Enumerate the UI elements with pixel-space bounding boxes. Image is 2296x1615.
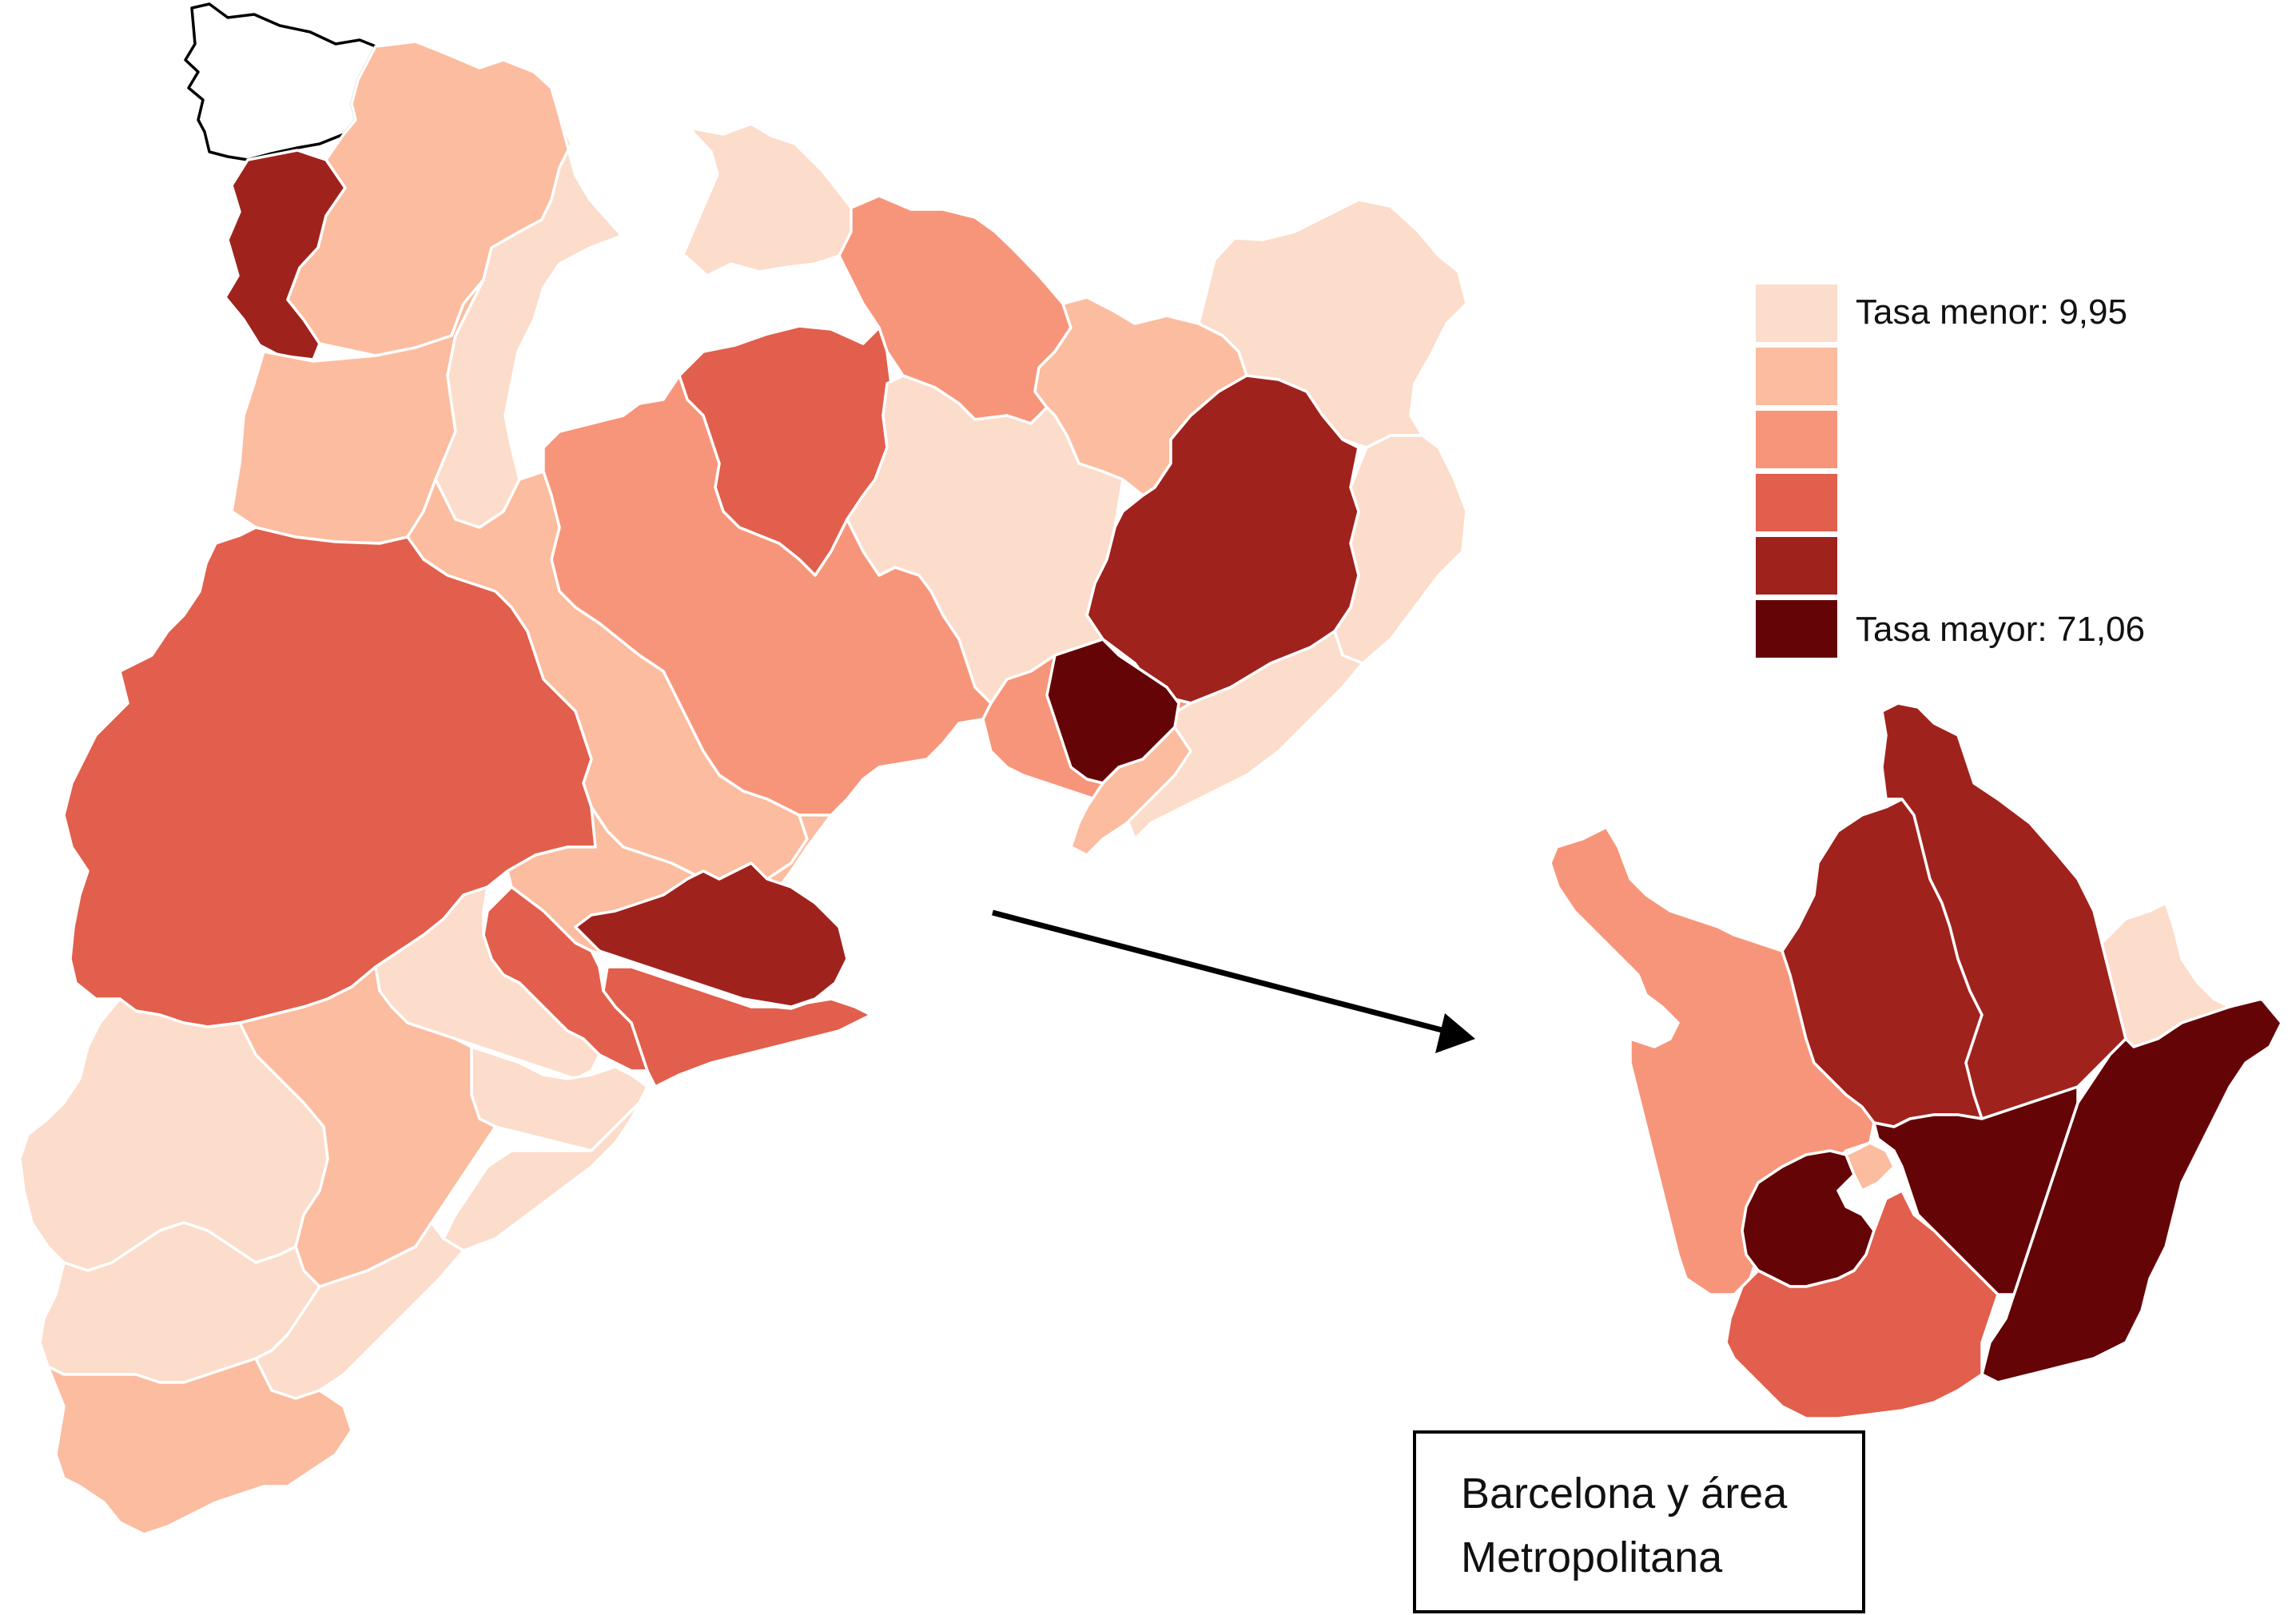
inset-caption: Barcelona y área Metropolitana bbox=[1413, 1430, 1865, 1613]
legend-min-label: Tasa menor: 9,95 bbox=[1856, 292, 2127, 332]
region-baix-ebre bbox=[254, 1221, 465, 1400]
region-metro-center bbox=[1872, 1085, 2079, 1296]
legend-swatch-6 bbox=[1754, 599, 1839, 659]
legend-swatch-4 bbox=[1754, 472, 1839, 533]
region-maresme-sud bbox=[1069, 726, 1192, 857]
legend-swatch-5 bbox=[1754, 535, 1839, 596]
legend-swatch-1 bbox=[1754, 283, 1839, 344]
arrow-head bbox=[1435, 1013, 1475, 1053]
arrow-shaft bbox=[992, 909, 1446, 1034]
legend-max-label: Tasa mayor: 71,06 bbox=[1856, 610, 2145, 649]
zoom-arrow bbox=[992, 909, 1475, 1053]
inset-caption-line2: Metropolitana bbox=[1461, 1533, 1723, 1581]
inset-caption-line1: Barcelona y área bbox=[1461, 1470, 1788, 1518]
region-tarragones bbox=[442, 1085, 649, 1252]
catalonia-map bbox=[18, 2, 1468, 1536]
legend-swatch-2 bbox=[1754, 346, 1839, 407]
region-metro-small bbox=[1844, 1141, 1896, 1192]
inset-caption-box bbox=[1413, 1430, 1865, 1613]
legend-swatch-3 bbox=[1754, 409, 1839, 470]
region-vallesos-occidental bbox=[574, 861, 849, 1008]
legend: Tasa menor: 9,95 Tasa mayor: 71,06 bbox=[1754, 283, 2145, 659]
region-cerdanya bbox=[682, 122, 853, 277]
barcelona-inset-map bbox=[1549, 702, 2283, 1420]
region-val-d-aran bbox=[184, 2, 377, 161]
region-metro-south bbox=[1725, 1189, 2000, 1420]
region-montsia bbox=[46, 1357, 353, 1536]
